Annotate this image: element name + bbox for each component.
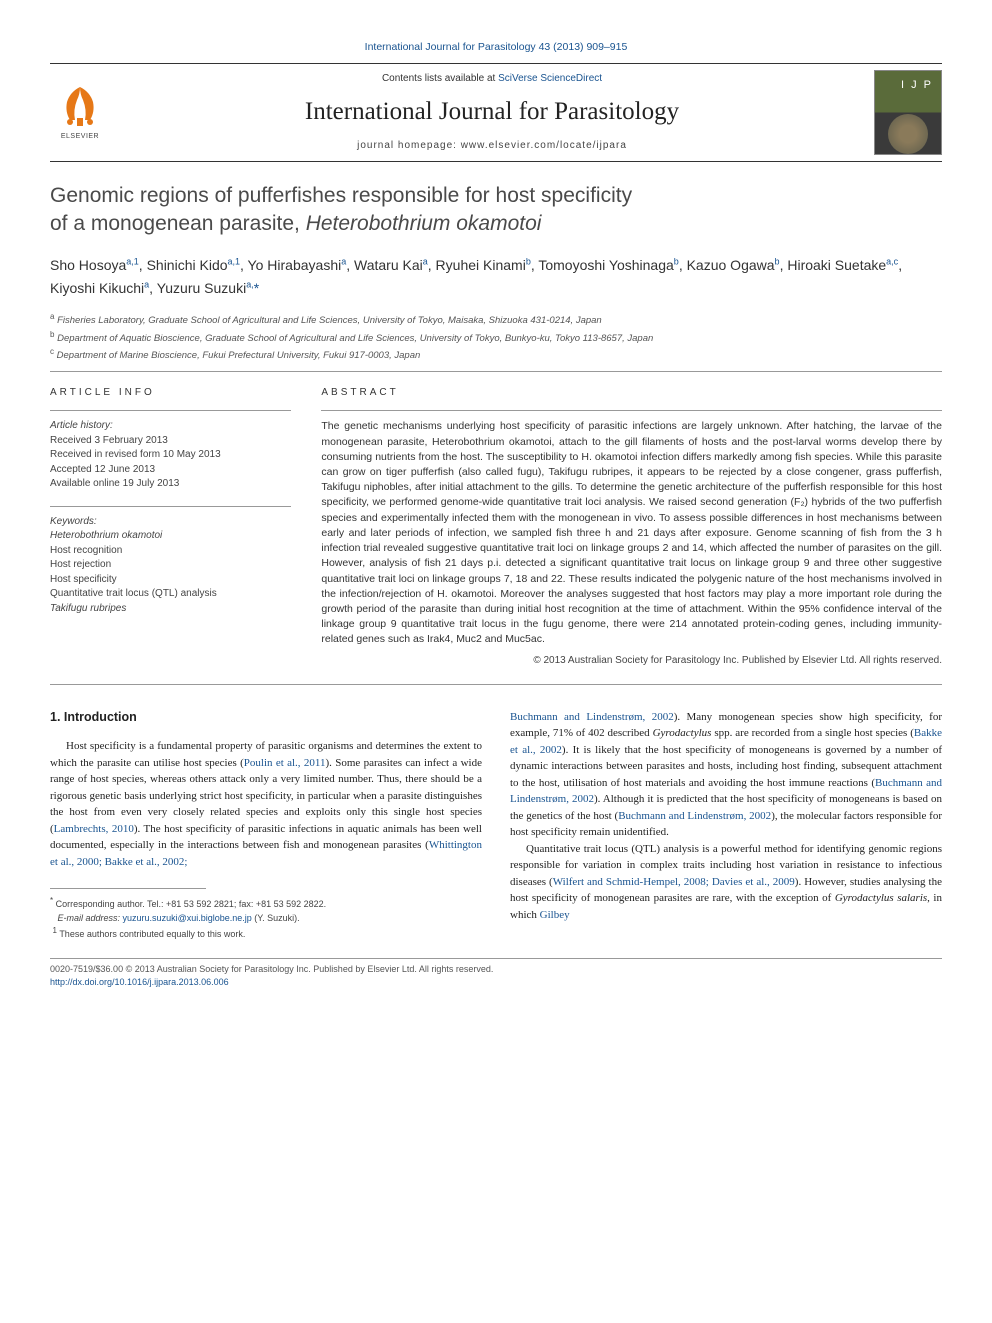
equal-contribution: These authors contributed equally to thi…: [59, 929, 245, 939]
elsevier-tree-icon: [55, 82, 105, 130]
issn-copyright: 0020-7519/$36.00 © 2013 Australian Socie…: [50, 964, 493, 974]
info-abstract-row: article info Article history: Received 3…: [50, 386, 942, 667]
history-label: Article history:: [50, 420, 113, 431]
author-2-sup[interactable]: a,1: [228, 257, 241, 267]
body-columns: 1. Introduction Host specificity is a fu…: [50, 709, 942, 942]
ref-wilfert[interactable]: Wilfert and Schmid-Hempel, 2008; Davies …: [553, 876, 795, 888]
affiliations: a Fisheries Laboratory, Graduate School …: [50, 311, 942, 363]
date-revised: Received in revised form 10 May 2013: [50, 449, 221, 460]
author-1-sup[interactable]: a,1: [126, 257, 139, 267]
footer-divider: [50, 958, 942, 959]
ijp-label: I J P: [901, 78, 933, 93]
contents-line: Contents lists available at SciVerse Sci…: [110, 72, 874, 86]
introduction-section: 1. Introduction Host specificity is a fu…: [50, 709, 942, 942]
date-received: Received 3 February 2013: [50, 435, 168, 446]
email-name: (Y. Suzuki).: [252, 913, 300, 923]
abstract-heading: abstract: [321, 386, 942, 400]
intro-text-5: spp. are recorded from a single host spe…: [711, 727, 913, 739]
article-info-column: article info Article history: Received 3…: [50, 386, 291, 667]
author-2: , Shinichi Kido: [139, 257, 228, 273]
intro-paragraph-1: Host specificity is a fundamental proper…: [50, 738, 482, 870]
title-species: Heterobothrium okamotoi: [306, 212, 542, 235]
contents-prefix: Contents lists available at: [382, 73, 498, 84]
affiliation-b: Department of Aquatic Bioscience, Gradua…: [57, 333, 653, 344]
author-5: , Ryuhei Kinami: [428, 257, 526, 273]
footnote-separator: [50, 888, 206, 889]
doi-link[interactable]: http://dx.doi.org/10.1016/j.ijpara.2013.…: [50, 977, 229, 987]
keyword-6: Takifugu rubripes: [50, 603, 126, 614]
keyword-5: Quantitative trait locus (QTL) analysis: [50, 588, 217, 599]
ref-lambrechts[interactable]: Lambrechts, 2010: [54, 823, 134, 835]
gyrodactylus-em: Gyrodactylus: [653, 727, 712, 739]
article-history: Article history: Received 3 February 201…: [50, 419, 291, 492]
keywords-block: Keywords: Heterobothrium okamotoi Host r…: [50, 515, 291, 617]
author-7: , Kazuo Ogawa: [679, 257, 775, 273]
footer-block: 0020-7519/$36.00 © 2013 Australian Socie…: [50, 963, 942, 990]
elsevier-label: ELSEVIER: [61, 132, 99, 142]
abstract-divider: [321, 410, 942, 411]
date-accepted: Accepted 12 June 2013: [50, 464, 155, 475]
title-line2: of a monogenean parasite,: [50, 212, 306, 235]
header-center: Contents lists available at SciVerse Sci…: [110, 72, 874, 153]
intro-paragraph-2: Buchmann and Lindenstrøm, 2002). Many mo…: [510, 709, 942, 841]
abstract-column: abstract The genetic mechanisms underlyi…: [321, 386, 942, 667]
keywords-divider: [50, 506, 291, 507]
article-info-heading: article info: [50, 386, 291, 400]
email-link[interactable]: yuzuru.suzuki@xui.biglobe.ne.jp: [123, 913, 252, 923]
title-line1: Genomic regions of pufferfishes responsi…: [50, 184, 632, 207]
keyword-1: Heterobothrium okamotoi: [50, 530, 162, 541]
journal-header: ELSEVIER Contents lists available at Sci…: [50, 63, 942, 162]
salaris-em: Gyrodactylus salaris: [835, 892, 927, 904]
journal-homepage[interactable]: journal homepage: www.elsevier.com/locat…: [110, 139, 874, 153]
ijp-cover-thumbnail[interactable]: I J P: [874, 70, 942, 155]
journal-title: International Journal for Parasitology: [110, 94, 874, 129]
elsevier-logo[interactable]: ELSEVIER: [50, 82, 110, 142]
intro-paragraph-3: Quantitative trait locus (QTL) analysis …: [510, 841, 942, 924]
abstract-copyright: © 2013 Australian Society for Parasitolo…: [321, 654, 942, 668]
corr-author-info: Corresponding author. Tel.: +81 53 592 2…: [56, 899, 327, 909]
authors-list: Sho Hosoyaa,1, Shinichi Kidoa,1, Yo Hira…: [50, 254, 942, 299]
keywords-label: Keywords:: [50, 516, 97, 527]
section-divider: [50, 684, 942, 685]
ref-gilbey[interactable]: Gilbey: [540, 909, 570, 921]
author-10-sup[interactable]: a,: [246, 279, 254, 289]
author-10: , Yuzuru Suzuki: [149, 280, 246, 296]
corresponding-footnote: * Corresponding author. Tel.: +81 53 592…: [50, 895, 482, 942]
author-6: , Tomoyoshi Yoshinaga: [531, 257, 674, 273]
ref-buchmann-1[interactable]: Buchmann and Lindenstrøm, 2002: [510, 711, 674, 723]
author-8: , Hiroaki Suetake: [780, 257, 887, 273]
divider: [50, 371, 942, 372]
keyword-4: Host specificity: [50, 574, 117, 585]
body-col-left: 1. Introduction Host specificity is a fu…: [50, 709, 482, 942]
ref-poulin[interactable]: Poulin et al., 2011: [244, 757, 326, 769]
author-4: , Wataru Kai: [346, 257, 423, 273]
author-3: , Yo Hirabayashi: [240, 257, 341, 273]
owl-icon: [888, 114, 928, 154]
info-divider: [50, 410, 291, 411]
sciverse-link[interactable]: SciVerse ScienceDirect: [498, 73, 602, 84]
date-online: Available online 19 July 2013: [50, 478, 179, 489]
keyword-2: Host recognition: [50, 545, 122, 556]
author-1: Sho Hosoya: [50, 257, 126, 273]
abstract-text: The genetic mechanisms underlying host s…: [321, 419, 942, 647]
article-title: Genomic regions of pufferfishes responsi…: [50, 182, 942, 239]
intro-heading: 1. Introduction: [50, 709, 482, 727]
body-col-right: Buchmann and Lindenstrøm, 2002). Many mo…: [510, 709, 942, 942]
author-8-sup[interactable]: a,c: [886, 257, 898, 267]
corresponding-symbol[interactable]: *: [254, 280, 259, 296]
journal-reference-link[interactable]: International Journal for Parasitology 4…: [50, 40, 942, 55]
affiliation-c: Department of Marine Bioscience, Fukui P…: [57, 350, 421, 361]
affiliation-a: Fisheries Laboratory, Graduate School of…: [57, 315, 602, 326]
ref-buchmann-3[interactable]: Buchmann and Lindenstrøm, 2002: [618, 810, 771, 822]
keyword-3: Host rejection: [50, 559, 111, 570]
email-label: E-mail address:: [58, 913, 123, 923]
